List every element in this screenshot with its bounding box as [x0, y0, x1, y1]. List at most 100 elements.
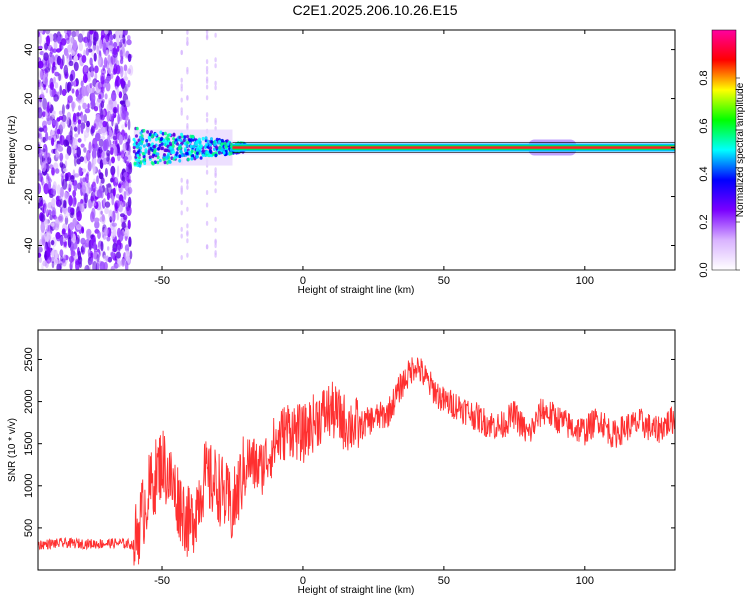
heatmap-cell [64, 216, 69, 225]
heatmap-cell [205, 78, 209, 84]
x-tick-label: -50 [154, 575, 170, 587]
heatmap-cell [126, 162, 130, 167]
heatmap-cell [132, 142, 136, 147]
heatmap-cell [100, 68, 106, 75]
heatmap-cell [127, 119, 131, 131]
heatmap-cell [93, 52, 97, 62]
heatmap-cell [50, 240, 55, 246]
heatmap-cell [84, 264, 90, 270]
heatmap-cell [114, 53, 118, 65]
heatmap-cell [217, 150, 221, 155]
snr-x-ticks: -50 0 50 100 [154, 330, 594, 587]
heatmap-cell [214, 145, 218, 149]
heatmap-cell [158, 158, 162, 163]
heatmap-cell [56, 35, 62, 44]
heatmap-cell [75, 30, 79, 37]
ridge-band-core [232, 146, 675, 149]
heatmap-cell [205, 169, 209, 175]
heatmap-cell [128, 64, 134, 76]
heatmap-cell [51, 197, 56, 208]
heatmap-cell [214, 173, 217, 178]
heatmap-cell [121, 124, 125, 130]
heatmap-cell [52, 48, 57, 53]
heatmap-cell [38, 107, 43, 119]
heatmap-cell [95, 132, 101, 142]
heatmap-cell [171, 140, 175, 145]
snr-y-label: SNR (10 * v/v) [7, 418, 18, 482]
heatmap-cell [110, 54, 116, 65]
heatmap-cell [59, 85, 62, 96]
heatmap-cell [107, 246, 110, 251]
heatmap-cell [186, 252, 189, 258]
heatmap-cell [63, 233, 68, 239]
heatmap-cell [69, 54, 72, 63]
heatmap-cell [64, 30, 70, 35]
heatmap-cell [42, 136, 46, 143]
heatmap-cell [55, 118, 58, 129]
heatmap-cell [94, 65, 99, 74]
heatmap-cell [45, 255, 52, 264]
heatmap-cell [69, 207, 75, 213]
heatmap-cell [112, 135, 117, 141]
x-tick-label: -50 [154, 275, 170, 287]
heatmap-cell [55, 143, 58, 150]
heatmap-cell [107, 54, 111, 66]
heatmap-cell [92, 261, 98, 270]
heatmap-cell [214, 120, 217, 126]
heatmap-cell [127, 186, 133, 195]
heatmap-cell [116, 165, 120, 178]
heatmap-cell [127, 79, 131, 88]
heatmap-cell [161, 132, 165, 136]
spectrogram-frame [37, 29, 676, 271]
heatmap-cell [65, 81, 68, 94]
heatmap-cell [214, 216, 217, 222]
heatmap-cell [78, 105, 81, 111]
heatmap-cell [105, 255, 110, 262]
heatmap-cell [78, 166, 82, 177]
heatmap-cell [186, 184, 189, 190]
x-tick-label: 0 [300, 575, 306, 587]
heatmap-cell [59, 186, 64, 198]
heatmap-cell [38, 127, 44, 132]
heatmap-cell [214, 153, 218, 158]
heatmap-cell [154, 137, 158, 142]
heatmap-cell [136, 153, 140, 158]
heatmap-cell [72, 39, 78, 51]
heatmap-cell [105, 75, 112, 82]
heatmap-cell [80, 80, 84, 88]
heatmap-cell [180, 210, 183, 216]
heatmap-cell [180, 97, 183, 103]
heatmap-cell [119, 30, 123, 40]
heatmap-cell [42, 125, 48, 133]
heatmap-cell [100, 75, 105, 85]
heatmap-cell [44, 76, 48, 87]
y-tick-label: 20 [23, 92, 35, 104]
heatmap-cell [102, 42, 107, 54]
heatmap-cell [62, 237, 66, 243]
heatmap-cell [99, 39, 103, 49]
heatmap-cell [82, 168, 87, 173]
heatmap-cell [97, 230, 101, 240]
heatmap-cell [51, 167, 55, 176]
heatmap-cell [116, 45, 120, 52]
heatmap-cell [81, 85, 87, 97]
heatmap-cell [84, 193, 88, 204]
heatmap-cell [55, 232, 61, 240]
heatmap-cell [126, 255, 131, 264]
heatmap-cell [127, 35, 131, 41]
heatmap-cell [87, 161, 92, 172]
heatmap-cell [198, 146, 202, 150]
heatmap-cell [93, 241, 97, 251]
heatmap-cell [205, 117, 209, 123]
heatmap-cell [70, 101, 76, 109]
heatmap-cell [148, 132, 152, 137]
heatmap-cell [103, 57, 108, 68]
heatmap-cell [151, 142, 154, 146]
heatmap-cell [213, 147, 216, 151]
heatmap-cell [42, 97, 48, 110]
y-tick-label: -20 [23, 189, 35, 205]
heatmap-cell [55, 168, 60, 174]
heatmap-cell [96, 45, 100, 55]
heatmap-cell [53, 39, 58, 51]
heatmap-cell [59, 198, 63, 205]
